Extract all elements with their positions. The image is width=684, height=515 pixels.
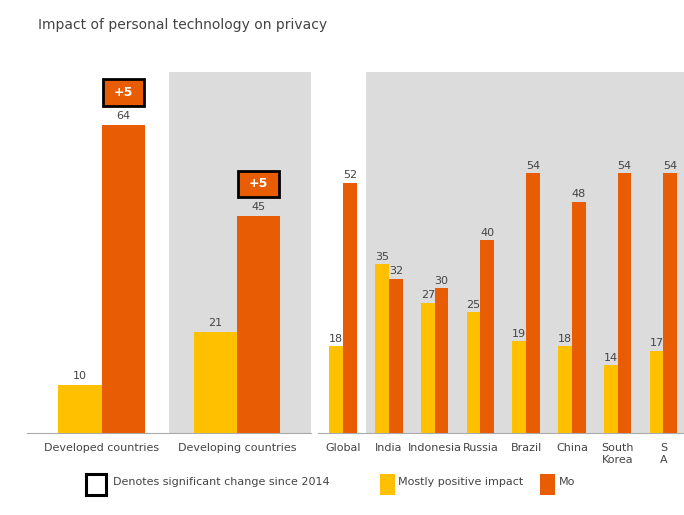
Text: 14: 14	[604, 353, 618, 363]
Text: Mostly positive impact: Mostly positive impact	[398, 476, 523, 487]
Bar	[194, 332, 237, 433]
Text: Mo: Mo	[559, 476, 575, 487]
Bar	[435, 288, 449, 433]
Text: 54: 54	[526, 161, 540, 170]
Text: 17: 17	[650, 338, 663, 349]
Text: Impact of personal technology on privacy: Impact of personal technology on privacy	[38, 18, 327, 32]
Text: 48: 48	[572, 190, 586, 199]
Bar	[572, 202, 586, 433]
Text: 54: 54	[663, 161, 677, 170]
Text: 64: 64	[116, 111, 131, 121]
Bar	[663, 173, 677, 433]
Bar	[330, 346, 343, 433]
Bar	[466, 313, 480, 433]
Text: 18: 18	[329, 334, 343, 344]
Bar	[58, 385, 102, 433]
Text: 25: 25	[466, 300, 481, 310]
Text: 10: 10	[73, 371, 87, 381]
Text: 21: 21	[208, 318, 222, 328]
Bar	[421, 303, 435, 433]
Bar	[526, 173, 540, 433]
Bar	[102, 125, 145, 433]
Text: 54: 54	[618, 161, 631, 170]
Text: 27: 27	[421, 290, 435, 300]
Text: Denotes significant change since 2014: Denotes significant change since 2014	[113, 476, 330, 487]
Bar	[650, 351, 663, 433]
FancyBboxPatch shape	[103, 79, 144, 106]
Text: 45: 45	[252, 202, 265, 213]
Text: +5: +5	[249, 177, 268, 191]
Text: 30: 30	[434, 276, 449, 286]
Bar	[618, 173, 631, 433]
Text: 19: 19	[512, 329, 527, 339]
Bar	[480, 241, 494, 433]
Text: 18: 18	[558, 334, 572, 344]
Text: 52: 52	[343, 170, 357, 180]
Bar	[512, 341, 526, 433]
Bar	[343, 183, 357, 433]
Bar	[604, 365, 618, 433]
Text: 35: 35	[375, 252, 389, 262]
Bar	[366, 72, 640, 433]
Text: 40: 40	[480, 228, 495, 238]
Text: 32: 32	[389, 266, 403, 277]
Text: +5: +5	[114, 86, 133, 99]
Bar	[376, 264, 389, 433]
Bar	[389, 279, 403, 433]
Bar	[237, 216, 280, 433]
Bar	[169, 72, 339, 433]
Bar	[640, 72, 684, 433]
FancyBboxPatch shape	[238, 170, 279, 197]
Bar	[558, 346, 572, 433]
